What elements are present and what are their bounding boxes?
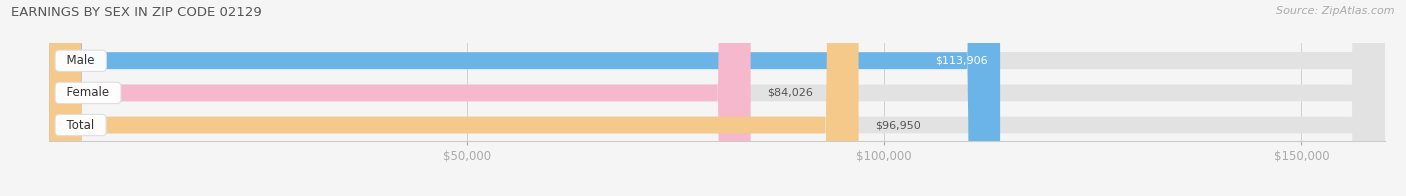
Text: Total: Total xyxy=(59,119,103,132)
FancyBboxPatch shape xyxy=(49,0,1385,196)
Text: Male: Male xyxy=(59,54,103,67)
FancyBboxPatch shape xyxy=(49,0,1385,196)
FancyBboxPatch shape xyxy=(49,0,859,196)
FancyBboxPatch shape xyxy=(49,0,1000,196)
Text: Source: ZipAtlas.com: Source: ZipAtlas.com xyxy=(1277,6,1395,16)
Text: $113,906: $113,906 xyxy=(935,56,987,66)
FancyBboxPatch shape xyxy=(49,0,751,196)
Text: Female: Female xyxy=(59,86,117,99)
Bar xyxy=(49,53,1000,69)
Bar xyxy=(49,84,1385,101)
Bar xyxy=(49,53,1385,69)
Bar xyxy=(49,117,859,133)
Bar xyxy=(49,84,751,101)
Text: EARNINGS BY SEX IN ZIP CODE 02129: EARNINGS BY SEX IN ZIP CODE 02129 xyxy=(11,6,262,19)
FancyBboxPatch shape xyxy=(49,0,1385,196)
Bar xyxy=(49,117,1385,133)
Text: $96,950: $96,950 xyxy=(876,120,921,130)
Text: $84,026: $84,026 xyxy=(768,88,813,98)
